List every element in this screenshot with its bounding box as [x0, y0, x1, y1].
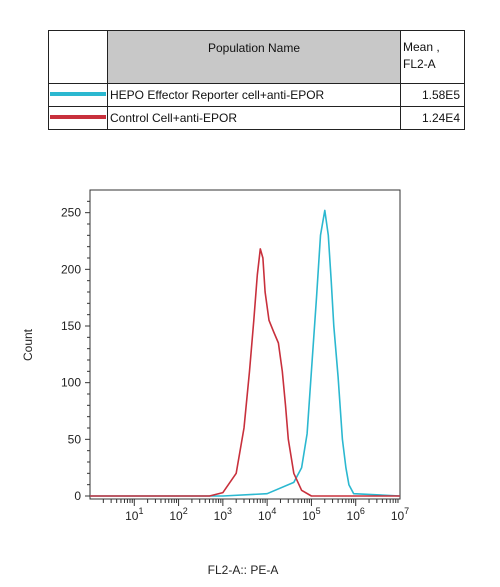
y-tick-label: 100	[61, 376, 81, 390]
x-tick-exponent: 4	[271, 506, 276, 516]
x-tick-base: 10	[258, 509, 272, 523]
legend-label-control: Control Cell+anti-EPOR	[107, 106, 401, 130]
series-line-control	[90, 248, 400, 497]
x-tick-base: 10	[347, 509, 361, 523]
legend-table: Population Name Mean , FL2-A HEPO Effecto…	[48, 30, 465, 130]
legend-swatch-control	[50, 115, 106, 119]
legend-header-row: Population Name Mean , FL2-A	[48, 30, 465, 84]
x-tick-label: 104	[258, 506, 276, 523]
x-tick-exponent: 5	[316, 506, 321, 516]
x-tick-exponent: 6	[360, 506, 365, 516]
x-tick-base: 10	[302, 509, 316, 523]
y-tick-label: 150	[61, 319, 81, 333]
legend-mean-control: 1.24E4	[400, 106, 465, 130]
legend-swatch-cell	[48, 83, 108, 107]
series-layer	[90, 209, 401, 497]
legend-header-swatch	[48, 30, 108, 84]
x-tick-exponent: 3	[227, 506, 232, 516]
x-tick-base: 10	[391, 509, 405, 523]
legend-header-mean-line1: Mean ,	[403, 40, 440, 54]
y-tick-label: 200	[61, 262, 81, 276]
x-tick-exponent: 2	[183, 506, 188, 516]
x-axis: 101 102 103 104 105 106 107	[102, 499, 409, 523]
y-tick-label: 250	[61, 206, 81, 220]
legend-mean-hepo: 1.58E5	[400, 83, 465, 107]
legend-swatch-hepo	[50, 92, 106, 96]
y-axis: 0 50 100 150 200 250	[61, 200, 90, 503]
x-tick-label: 105	[302, 506, 320, 523]
x-tick-label: 103	[214, 506, 232, 523]
legend-header-mean: Mean , FL2-A	[400, 30, 465, 84]
series-line-hepo	[90, 209, 401, 497]
x-tick-label: 106	[347, 506, 365, 523]
legend-header-mean-line2: FL2-A	[403, 57, 436, 71]
legend-swatch-cell	[48, 106, 108, 130]
legend-row-control: Control Cell+anti-EPOR 1.24E4	[48, 106, 465, 130]
y-tick-label: 50	[68, 432, 82, 446]
x-tick-base: 10	[125, 509, 139, 523]
x-axis-label: FL2-A:: PE-A	[208, 563, 279, 577]
x-tick-label: 102	[169, 506, 187, 523]
legend-header-name: Population Name	[107, 30, 401, 84]
y-tick-label: 0	[74, 489, 81, 503]
x-tick-base: 10	[214, 509, 228, 523]
legend-row-hepo: HEPO Effector Reporter cell+anti-EPOR 1.…	[48, 83, 465, 107]
x-tick-exponent: 1	[138, 506, 143, 516]
x-tick-exponent: 7	[404, 506, 409, 516]
legend-label-hepo: HEPO Effector Reporter cell+anti-EPOR	[107, 83, 401, 107]
x-tick-label: 101	[125, 506, 143, 523]
plot-frame	[89, 189, 401, 500]
x-tick-base: 10	[169, 509, 183, 523]
y-axis-label: Count	[21, 328, 35, 361]
x-tick-label: 107	[391, 506, 409, 523]
